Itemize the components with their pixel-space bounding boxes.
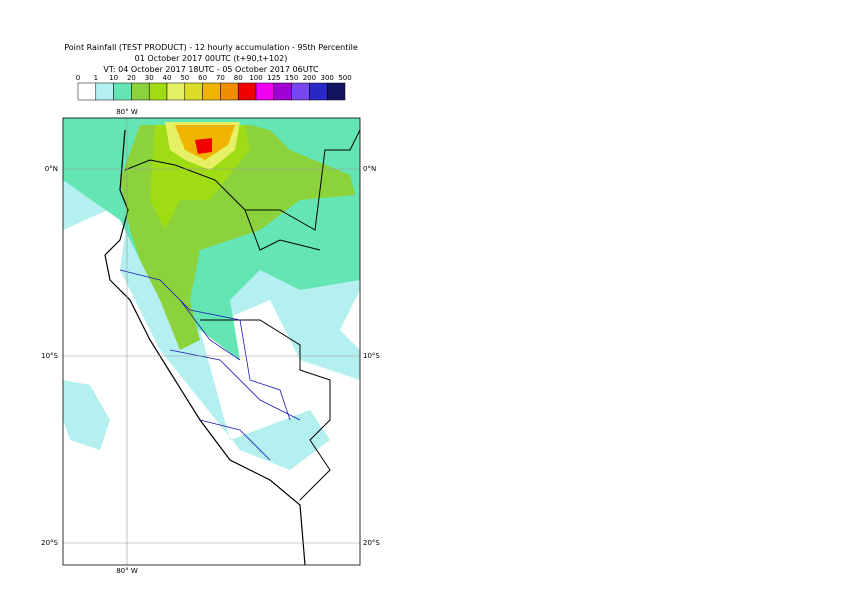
title: Point Rainfall (TEST PRODUCT) - 12 hourl… <box>64 43 358 52</box>
base-time: 01 October 2017 00UTC (t+90,t+102) <box>135 54 288 63</box>
regions <box>119 269 301 461</box>
legend-label: 1 <box>94 74 98 82</box>
legend-label: 40 <box>163 74 172 82</box>
legend-swatch <box>95 82 114 101</box>
rain-80 <box>195 138 212 154</box>
coastline <box>104 129 306 565</box>
rain-ocean <box>63 380 110 450</box>
legend-label: 150 <box>285 74 298 82</box>
parallel-label: 10°S <box>363 352 380 360</box>
legend-label: 50 <box>180 74 189 82</box>
legend-label: 125 <box>267 74 280 82</box>
legend-swatch <box>184 82 203 101</box>
legend-label: 100 <box>249 74 262 82</box>
legend-swatch <box>202 82 221 101</box>
legend-label: 200 <box>303 74 316 82</box>
legend-label: 20 <box>127 74 136 82</box>
legend-swatch <box>113 82 132 101</box>
parallel-label: 0°N <box>45 165 58 173</box>
parallel-label: 10°S <box>41 352 58 360</box>
legend-label: 0 <box>76 74 80 82</box>
legend-label: 30 <box>145 74 154 82</box>
legend: 0 1 10 20 30 40 50 60 70 80 100 125 150 200 300 500 <box>76 74 352 101</box>
parallel-labels: 0°N 0°N 10°S 10°S 20°S 20°S <box>41 165 380 547</box>
legend-swatch <box>309 82 328 101</box>
legend-swatch <box>326 82 346 101</box>
legend-swatch <box>291 82 310 101</box>
legend-label: 80 <box>234 74 243 82</box>
map <box>63 118 360 565</box>
parallel-label: 20°S <box>41 539 58 547</box>
valid-time: VT: 04 October 2017 18UTC - 05 October 2… <box>103 65 319 74</box>
legend-swatch <box>273 82 292 101</box>
legend-swatch <box>148 82 168 101</box>
meridian-label-top: 80° W <box>116 108 138 116</box>
legend-label: 300 <box>321 74 334 82</box>
legend-swatch <box>237 82 257 101</box>
legend-label: 70 <box>216 74 225 82</box>
meridian-label-bottom: 80° W <box>116 567 138 575</box>
legend-swatch <box>166 82 186 101</box>
legend-label: 60 <box>198 74 207 82</box>
parallel-label: 20°S <box>363 539 380 547</box>
parallel-label: 0°N <box>363 165 376 173</box>
legend-label: 500 <box>338 74 351 82</box>
map-frame <box>62 117 361 566</box>
legend-swatch <box>220 82 239 101</box>
legend-swatch <box>77 82 97 101</box>
legend-swatch <box>131 82 150 101</box>
borders <box>124 129 360 501</box>
legend-label: 10 <box>109 74 118 82</box>
legend-swatch <box>255 82 275 101</box>
